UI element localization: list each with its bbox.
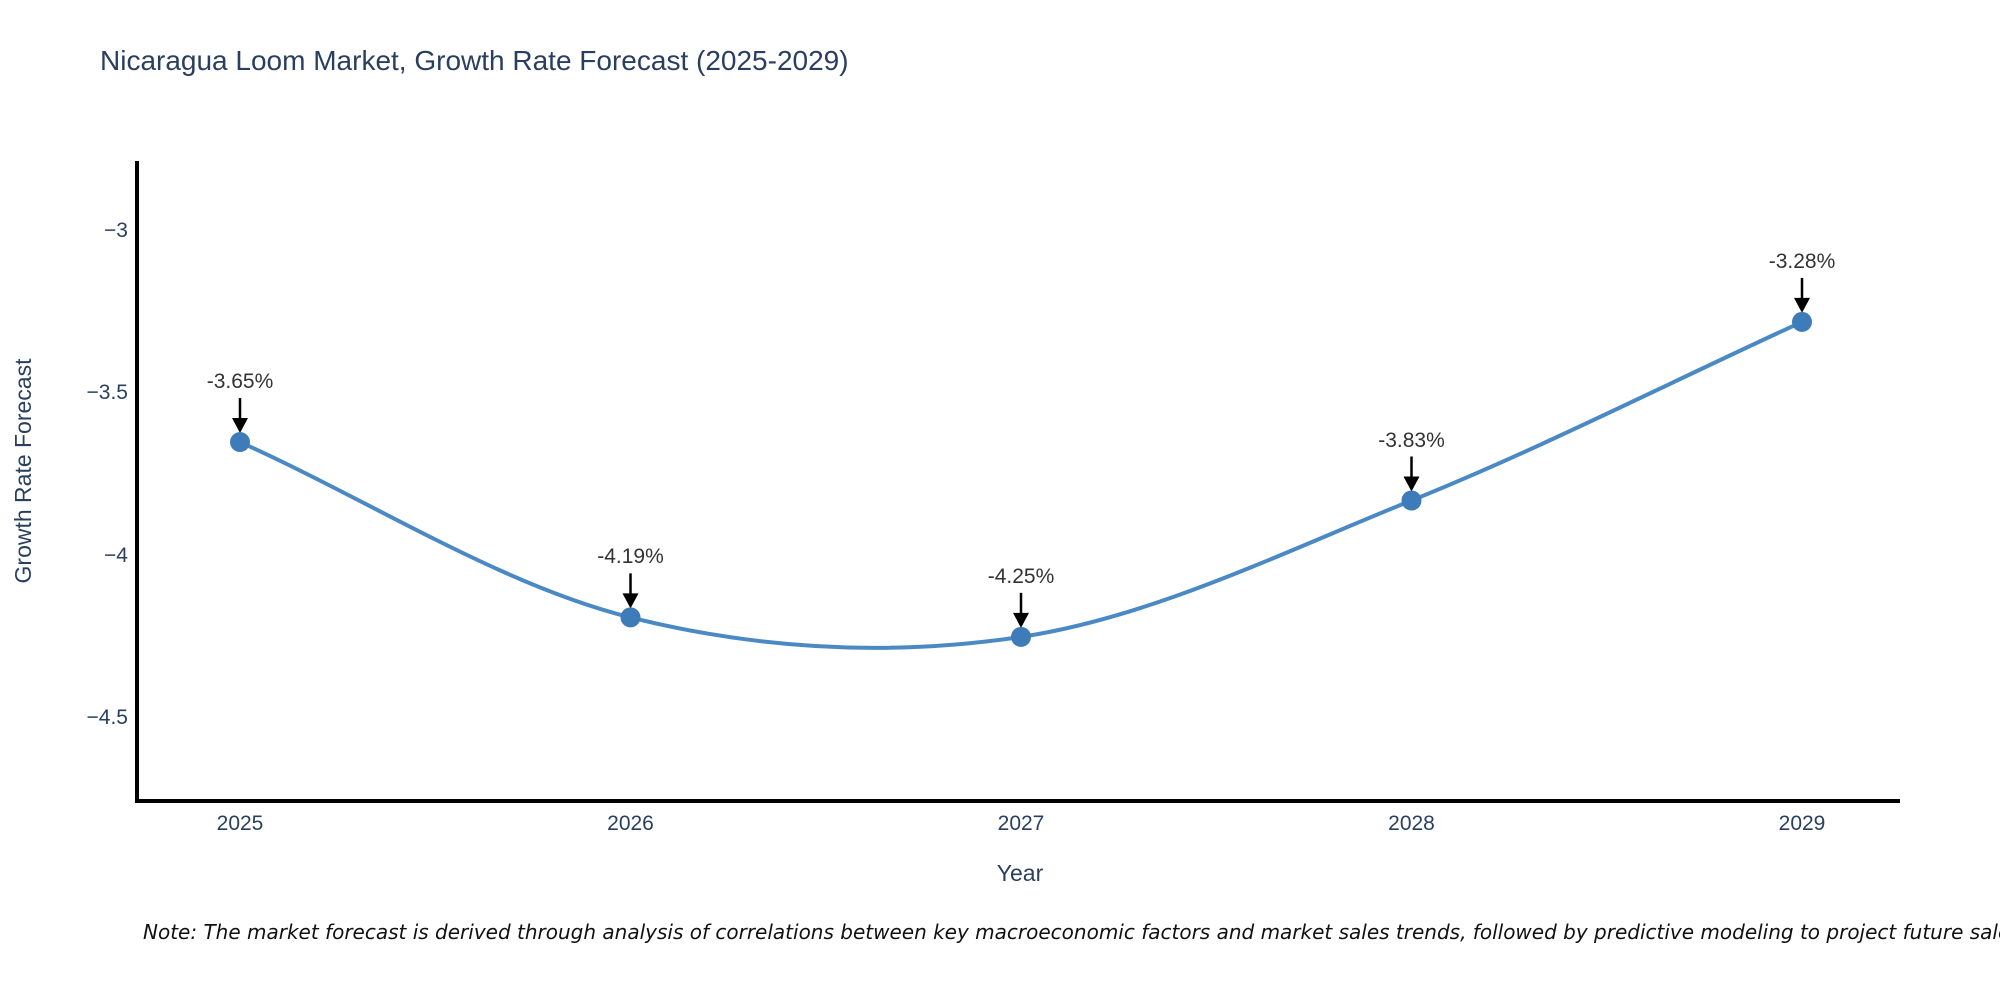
x-axis-title: Year — [996, 860, 1044, 886]
data-point-2025[interactable] — [230, 432, 250, 453]
x-tick-label: 2029 — [1778, 812, 1826, 835]
y-tick-label: −3 — [104, 219, 128, 242]
y-axis-title: Growth Rate Forecast — [10, 358, 36, 584]
data-point-2028[interactable] — [1401, 490, 1422, 511]
footnote: Note: The market forecast is derived thr… — [143, 920, 2000, 944]
data-point-annotation: -4.19% — [597, 545, 664, 569]
data-point-annotation: -4.25% — [987, 564, 1055, 588]
annotation-arrow-head — [1013, 612, 1029, 628]
data-point-annotation: -3.65% — [206, 370, 274, 394]
data-point-2029[interactable] — [1792, 311, 1812, 332]
annotation-arrow-head — [622, 593, 639, 609]
annotation-arrow-head — [1403, 476, 1420, 492]
annotation-arrow-head — [232, 418, 248, 434]
x-tick-label: 2027 — [997, 812, 1045, 835]
x-tick-label: 2026 — [607, 812, 654, 835]
x-tick-label: 2028 — [1388, 812, 1435, 835]
annotation-arrow-head — [1794, 297, 1810, 313]
data-point-2026[interactable] — [620, 607, 641, 628]
y-tick-label: −3.5 — [86, 381, 128, 405]
data-point-annotation: -3.83% — [1378, 428, 1445, 452]
y-axis-line — [135, 161, 139, 803]
x-tick-label: 2025 — [216, 812, 264, 835]
data-point-annotation: -3.28% — [1768, 249, 1836, 273]
page-title: Nicaragua Loom Market, Growth Rate Forec… — [100, 45, 849, 76]
y-tick-label: −4.5 — [86, 706, 128, 730]
x-axis-line — [135, 799, 1900, 803]
data-point-2027[interactable] — [1011, 626, 1031, 647]
y-tick-label: −4 — [104, 543, 128, 567]
